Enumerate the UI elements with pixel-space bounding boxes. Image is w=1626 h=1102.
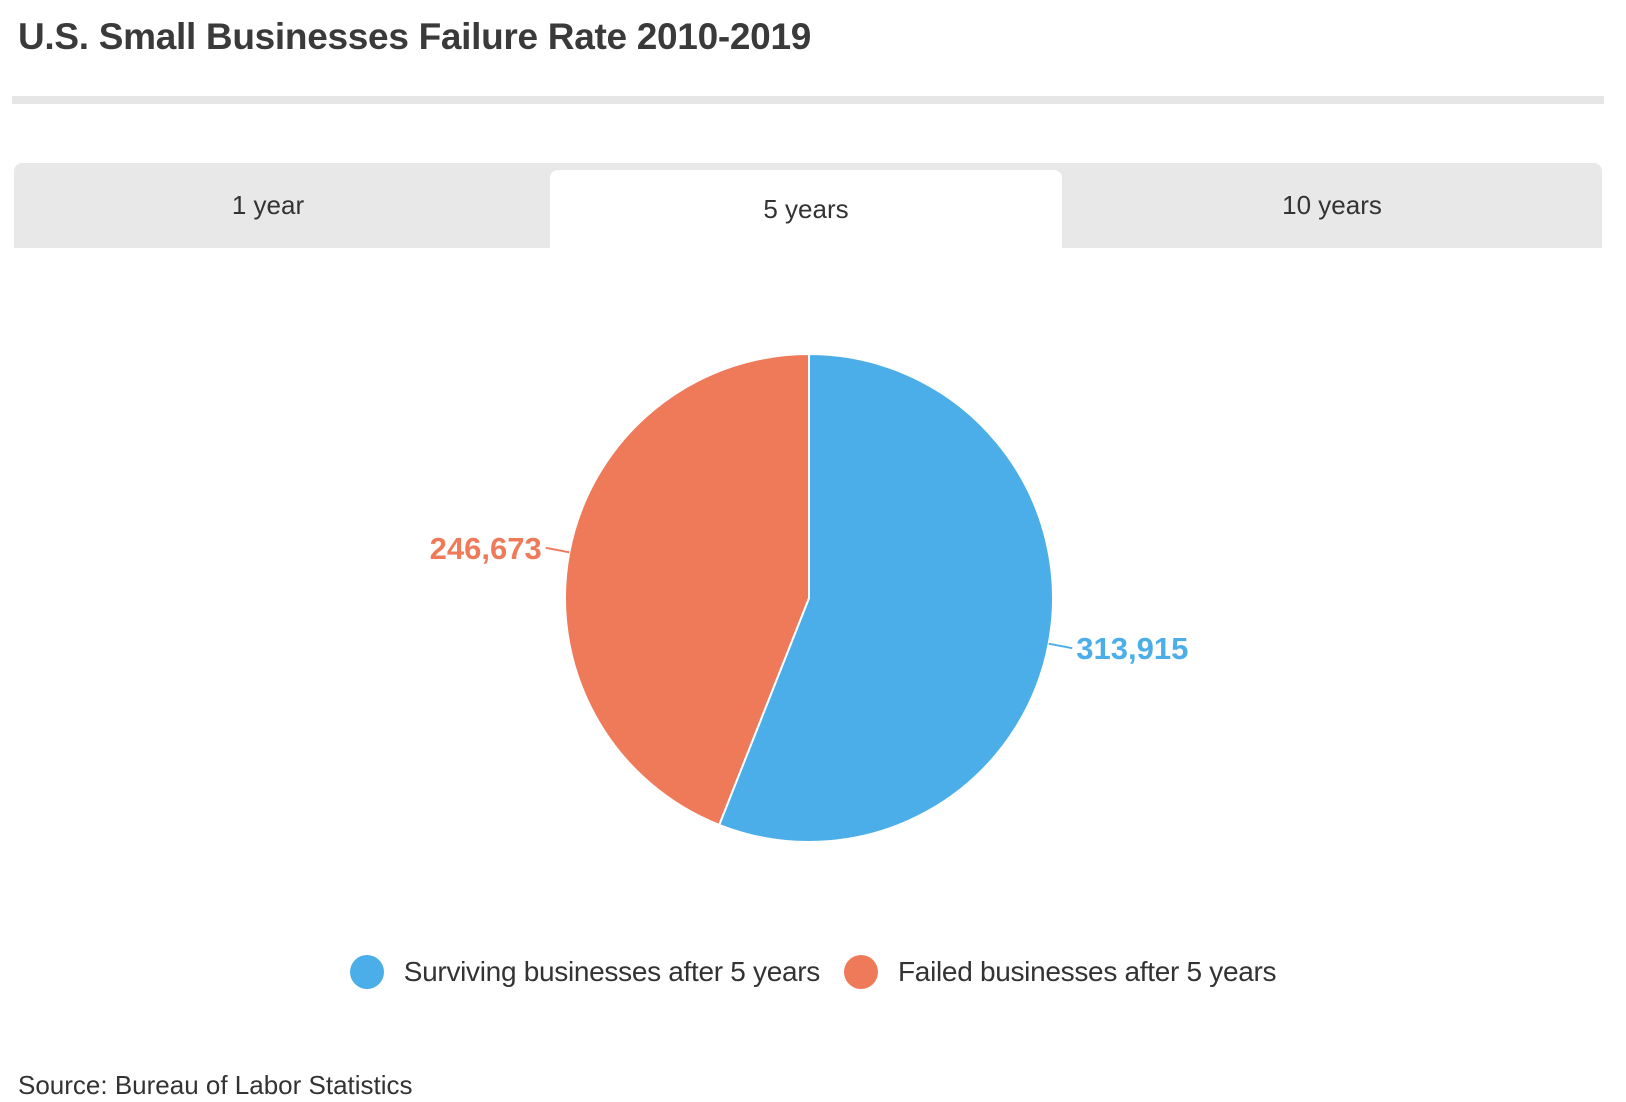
data-label-surviving: 313,915 <box>1076 631 1188 666</box>
tab-5-years[interactable]: 5 years <box>550 170 1062 248</box>
chart-title: U.S. Small Businesses Failure Rate 2010-… <box>18 16 811 57</box>
period-tabs: 1 year 5 years 10 years <box>14 163 1602 248</box>
tab-10-years[interactable]: 10 years <box>1282 190 1382 220</box>
legend-label-failed: Failed businesses after 5 years <box>898 956 1277 987</box>
legend-dot-failed <box>844 955 878 989</box>
source-note: Source: Bureau of Labor Statistics <box>18 1070 413 1100</box>
legend-item-surviving[interactable]: Surviving businesses after 5 years <box>349 955 821 989</box>
connector-failed <box>545 546 570 554</box>
chart-legend: Surviving businesses after 5 years Faile… <box>0 955 1626 989</box>
connector-surviving <box>1048 642 1073 650</box>
pie-chart: 313,915 246,673 <box>430 353 1188 843</box>
legend-dot-surviving <box>349 955 384 989</box>
pie-slice-surviving[interactable] <box>718 353 1054 843</box>
legend-label-surviving: Surviving businesses after 5 years <box>403 956 821 987</box>
tab-1-year[interactable]: 1 year <box>231 190 305 220</box>
data-label-failed: 246,673 <box>430 531 542 566</box>
legend-item-failed[interactable]: Failed businesses after 5 years <box>844 955 1277 989</box>
title-divider <box>12 96 1604 104</box>
